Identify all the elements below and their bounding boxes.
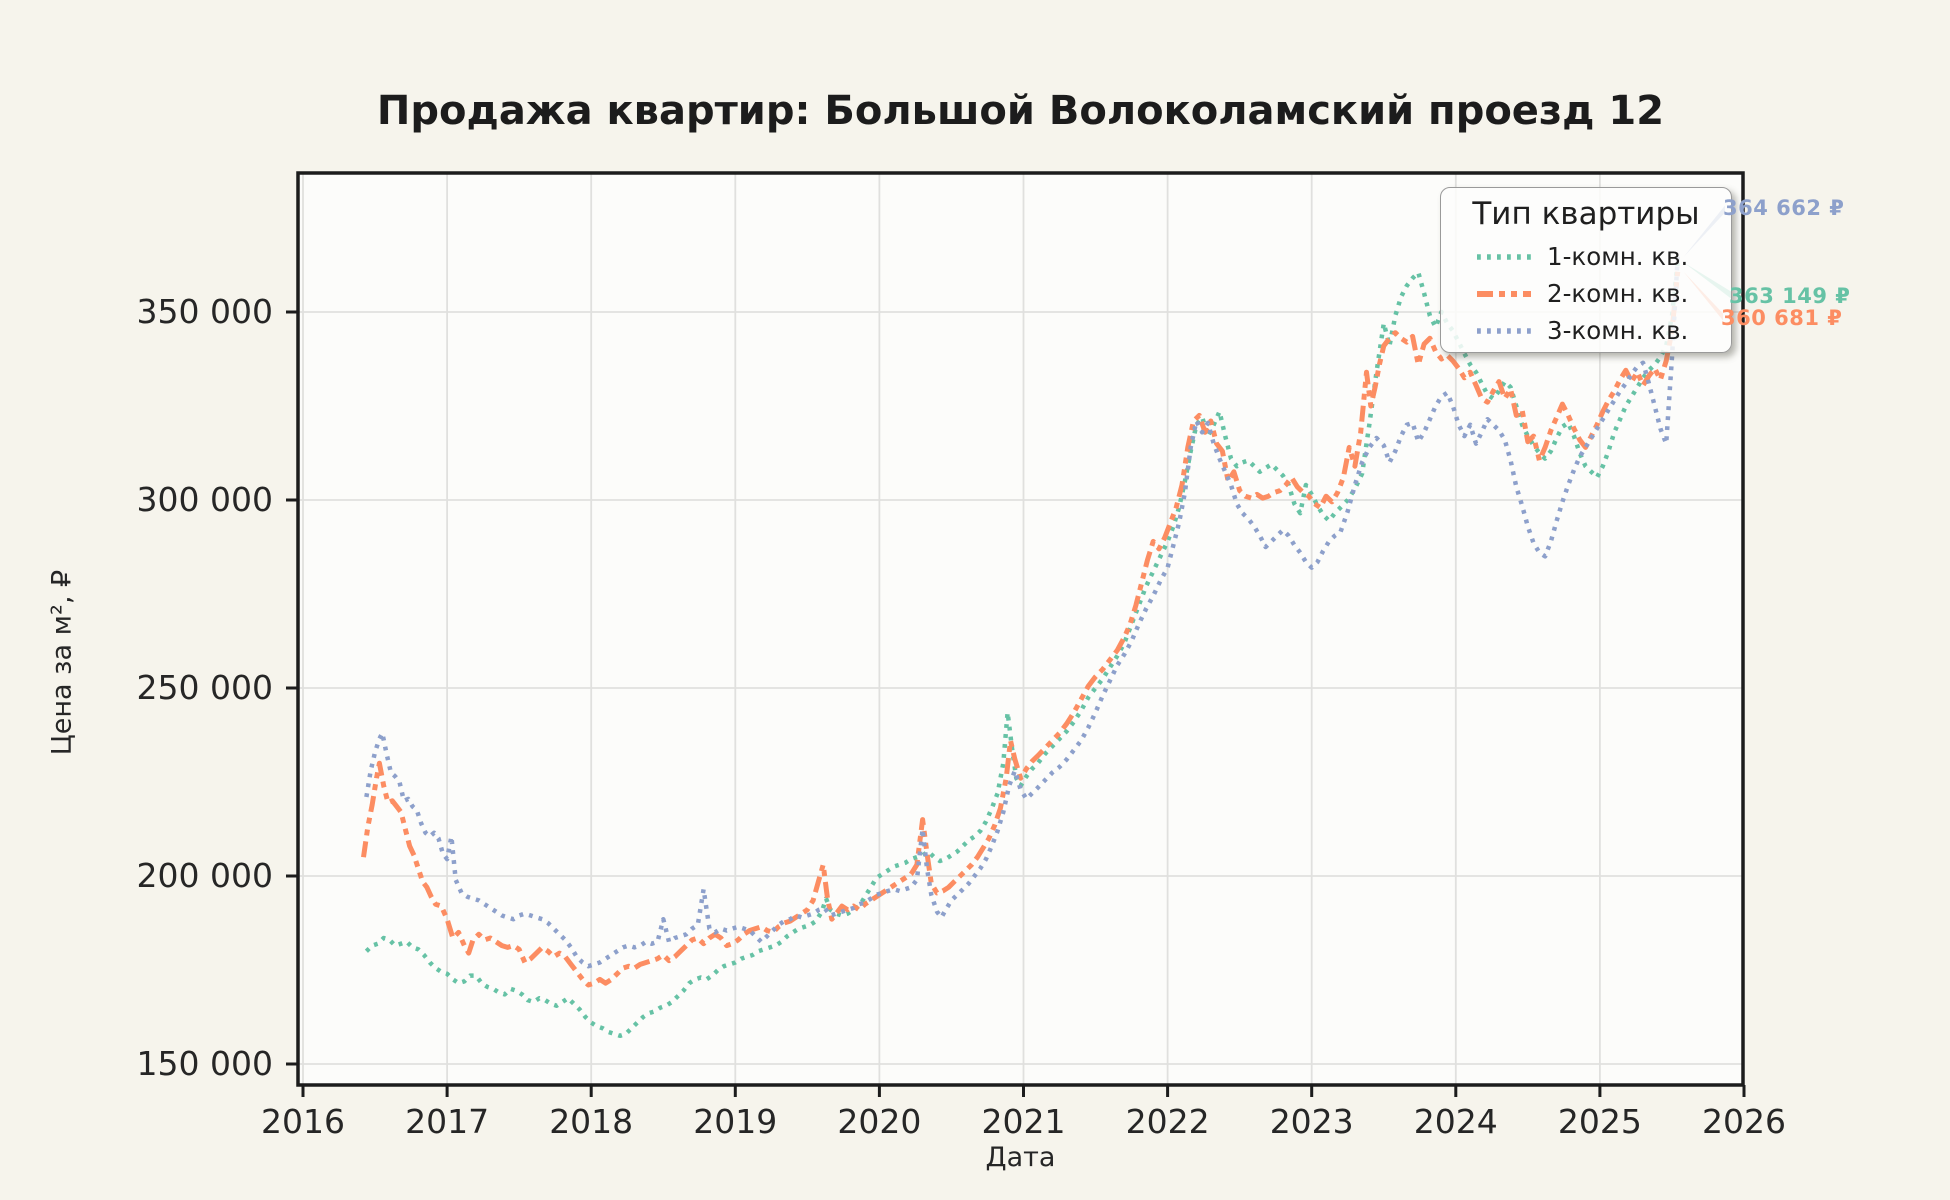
legend-title: Тип квартиры [1472,196,1700,232]
legend-item-label: 2-комн. кв. [1547,279,1689,308]
x-tick-label: 2018 [549,1102,634,1141]
chart-title: Продажа квартир: Большой Волоколамский п… [376,88,1665,134]
line-sample-icon [1477,327,1531,334]
end-price-label-2room: 360 681 ₽ [1721,306,1843,330]
y-tick-label: 200 000 [136,856,273,895]
x-axis-label: Дата [985,1142,1056,1173]
line-sample-icon [1477,290,1531,297]
legend-item-2room: 2-комн. кв. [1477,275,1721,312]
legend-item-label: 1-комн. кв. [1547,242,1689,271]
legend-item-label: 3-комн. кв. [1547,316,1689,345]
y-tick-label: 300 000 [136,480,273,519]
y-tick-label: 150 000 [136,1044,273,1083]
x-tick-label: 2020 [837,1102,922,1141]
legend-item-3room: 3-комн. кв. [1477,312,1721,349]
end-price-label-1room: 363 149 ₽ [1729,284,1851,308]
x-tick-label: 2025 [1557,1102,1642,1141]
x-tick-label: 2024 [1413,1102,1498,1141]
end-price-label-3room: 364 662 ₽ [1723,196,1845,220]
x-tick-label: 2017 [405,1102,490,1141]
legend-item-1room: 1-комн. кв. [1477,238,1721,275]
y-tick-label: 250 000 [136,668,273,707]
y-axis-label: Цена за м², ₽ [46,569,78,756]
y-tick-label: 350 000 [136,292,273,331]
x-tick-label: 2023 [1269,1102,1354,1141]
x-tick-label: 2026 [1702,1102,1786,1141]
x-tick-label: 2022 [1125,1102,1210,1141]
x-tick-label: 2021 [981,1102,1066,1141]
x-tick-label: 2016 [261,1102,345,1141]
line-sample-icon [1477,253,1531,260]
legend: Тип квартиры 1-комн. кв. 2-комн. кв. 3-к… [1440,187,1732,353]
x-tick-label: 2019 [693,1102,778,1141]
